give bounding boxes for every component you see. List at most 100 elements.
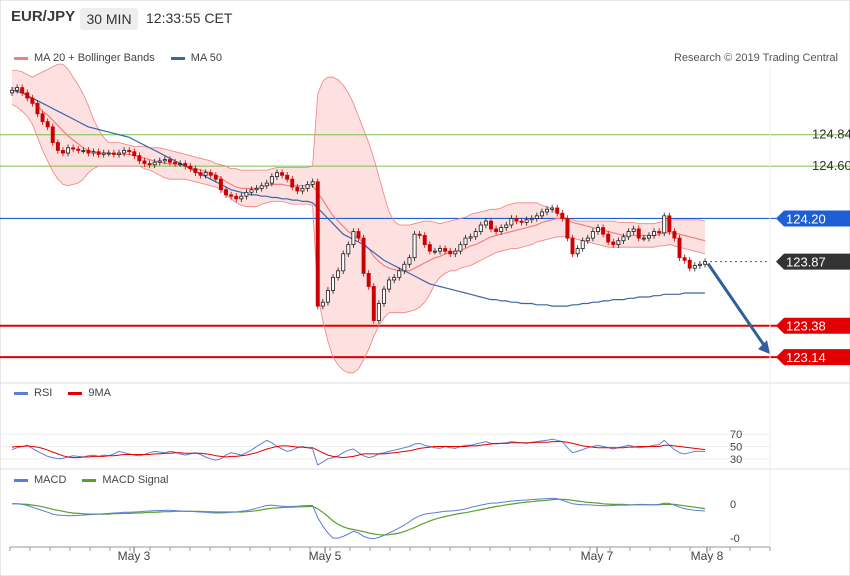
legend-rsi-ma-swatch xyxy=(68,391,83,395)
candle-body xyxy=(127,150,132,153)
candle xyxy=(269,173,274,187)
candle xyxy=(468,233,473,242)
candle xyxy=(382,285,386,307)
candle-body xyxy=(453,250,458,255)
candle-body xyxy=(20,87,25,94)
candle-body xyxy=(331,276,335,291)
candle-body xyxy=(45,121,50,128)
candle xyxy=(509,215,514,229)
candle xyxy=(15,84,20,94)
candle-body xyxy=(346,244,351,255)
candle xyxy=(483,217,488,229)
candle xyxy=(300,185,305,195)
candle xyxy=(687,257,692,272)
candle-body xyxy=(397,270,402,278)
candle-body xyxy=(504,224,509,229)
candle-body xyxy=(183,163,188,167)
candle-body xyxy=(111,152,116,155)
candle-body xyxy=(682,257,687,261)
candle-body xyxy=(646,235,651,239)
bb-upper-line xyxy=(12,63,706,226)
candle-body xyxy=(427,244,432,252)
candle-body xyxy=(376,303,381,321)
candle-body xyxy=(703,261,707,265)
legend-rsi-ma: 9MA xyxy=(68,387,111,399)
candle xyxy=(387,276,392,293)
candle xyxy=(45,118,50,131)
level-label-124.60: 124.60 xyxy=(812,158,850,173)
candle-body xyxy=(86,150,91,154)
candle-body xyxy=(35,102,40,115)
candle xyxy=(96,148,101,158)
candle xyxy=(636,225,641,242)
candle-body xyxy=(50,126,55,143)
candle xyxy=(555,204,560,217)
candle-body xyxy=(539,211,544,217)
candle xyxy=(285,172,290,183)
candle-body xyxy=(473,231,478,238)
candle xyxy=(438,245,442,255)
legend-rsi: RSI xyxy=(14,387,52,399)
timestamp-label: 12:33:55 CET xyxy=(146,10,233,26)
candle xyxy=(616,237,621,248)
candle-body xyxy=(229,194,234,197)
candle-body xyxy=(412,233,417,259)
candle xyxy=(157,157,162,166)
candle-body xyxy=(40,113,45,123)
candle xyxy=(504,221,509,231)
price-badge-bg xyxy=(776,210,850,227)
candle xyxy=(524,216,529,226)
candle-body xyxy=(280,172,285,176)
candle-body xyxy=(575,248,580,255)
candle-body xyxy=(351,231,356,246)
candle-body xyxy=(336,270,341,278)
candle-body xyxy=(402,263,407,272)
candle xyxy=(448,247,453,258)
candle xyxy=(122,147,127,157)
candle xyxy=(631,225,636,235)
candle-body xyxy=(167,159,172,163)
candle-body xyxy=(458,244,463,252)
candle-body xyxy=(438,248,442,252)
candle-body xyxy=(55,142,60,151)
macd-tick-label: -0 xyxy=(730,533,740,545)
candle xyxy=(35,100,40,118)
candle xyxy=(193,165,198,176)
candle-body xyxy=(529,218,534,221)
legend-rsi-ma-label: 9MA xyxy=(88,387,111,399)
candle-body xyxy=(468,236,473,239)
candle xyxy=(239,192,244,203)
candle-body xyxy=(254,187,259,191)
candle-body xyxy=(244,191,249,197)
time-axis-label: May 8 xyxy=(691,549,724,563)
candle-body xyxy=(71,147,76,150)
candle-body xyxy=(91,151,96,154)
candle-body xyxy=(417,233,422,236)
symbol-label: EUR/JPY xyxy=(11,8,76,25)
candle xyxy=(127,147,132,156)
macd-signal-line xyxy=(12,498,706,536)
candle xyxy=(244,189,249,200)
candle xyxy=(596,224,600,235)
timeframe-badge[interactable]: 30 MIN xyxy=(80,8,138,30)
candle xyxy=(606,230,611,246)
candle xyxy=(346,241,351,258)
candle xyxy=(407,254,412,268)
candle-body xyxy=(524,219,529,223)
candle xyxy=(280,169,285,179)
candle-body xyxy=(198,172,203,176)
candle xyxy=(499,224,504,235)
candle xyxy=(458,241,463,255)
candle xyxy=(565,215,570,242)
candle xyxy=(494,225,499,235)
level-label-124.84: 124.84 xyxy=(812,127,850,142)
candle xyxy=(305,181,310,192)
candle-body xyxy=(687,259,692,269)
candle xyxy=(473,228,478,241)
candle-body xyxy=(137,155,142,162)
candle-body xyxy=(213,174,218,180)
bb-lower-line xyxy=(11,104,706,374)
candle xyxy=(580,237,585,252)
candle-body xyxy=(320,301,325,307)
